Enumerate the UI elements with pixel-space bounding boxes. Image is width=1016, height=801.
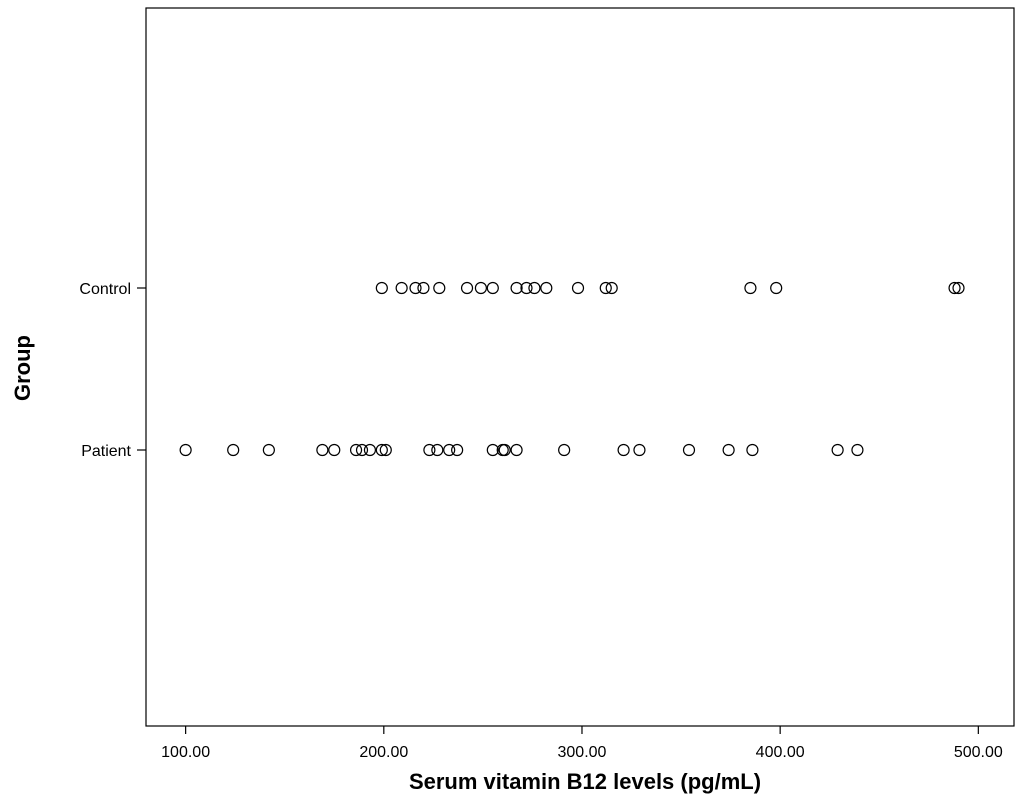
data-point-control	[486, 281, 499, 295]
data-point-patient	[486, 443, 499, 457]
data-point-patient	[379, 443, 392, 457]
data-points	[179, 281, 965, 457]
x-tick-label: 400.00	[756, 744, 805, 761]
data-point-patient	[316, 443, 329, 457]
data-point-patient	[262, 443, 275, 457]
data-point-control	[540, 281, 553, 295]
x-tick-label: 300.00	[558, 744, 607, 761]
data-point-patient	[722, 443, 735, 457]
data-point-patient	[443, 443, 456, 457]
data-point-patient	[349, 443, 363, 457]
data-point-patient	[831, 443, 844, 457]
plot-frame	[145, 7, 1015, 727]
data-point-control	[744, 281, 757, 295]
data-point-patient	[510, 443, 523, 457]
data-point-patient	[617, 443, 630, 457]
data-point-patient	[682, 443, 696, 457]
x-tick-label: 100.00	[161, 744, 210, 761]
data-point-control	[571, 281, 585, 295]
data-point-patient	[375, 443, 388, 457]
data-point-control	[952, 281, 965, 295]
y-tick-label: Control	[79, 281, 131, 298]
y-axis-title: Group	[10, 335, 35, 401]
y-tick-label: Patient	[81, 443, 131, 460]
data-point-patient	[558, 443, 571, 457]
data-point-control	[948, 281, 961, 295]
data-point-patient	[355, 443, 369, 457]
data-point-patient	[179, 443, 192, 457]
data-point-patient	[328, 443, 341, 457]
data-point-control	[409, 281, 422, 295]
data-point-patient	[431, 443, 444, 457]
x-axis: 100.00 200.00 300.00 400.00 500.00	[161, 726, 1003, 761]
data-point-control	[520, 281, 533, 295]
data-point-patient	[746, 443, 759, 457]
data-point-control	[375, 281, 388, 295]
data-point-patient	[363, 443, 377, 457]
data-point-patient	[633, 443, 646, 457]
data-point-patient	[851, 443, 864, 457]
data-point-control	[599, 281, 612, 295]
x-axis-title: Serum vitamin B12 levels (pg/mL)	[409, 769, 761, 794]
x-tick-label: 500.00	[954, 744, 1003, 761]
data-point-control	[474, 281, 488, 295]
data-point-patient	[451, 443, 464, 457]
x-tick-label: 200.00	[359, 744, 408, 761]
data-point-control	[510, 281, 523, 295]
data-point-patient	[227, 443, 240, 457]
data-point-control	[770, 281, 783, 295]
data-point-control	[460, 281, 474, 295]
data-point-patient	[423, 443, 436, 457]
data-point-control	[528, 281, 541, 295]
y-axis: Control Patient	[79, 281, 146, 460]
data-point-patient	[498, 443, 511, 457]
data-point-control	[605, 281, 618, 295]
data-point-control	[417, 281, 430, 295]
data-point-control	[395, 281, 408, 295]
data-point-control	[433, 281, 446, 295]
